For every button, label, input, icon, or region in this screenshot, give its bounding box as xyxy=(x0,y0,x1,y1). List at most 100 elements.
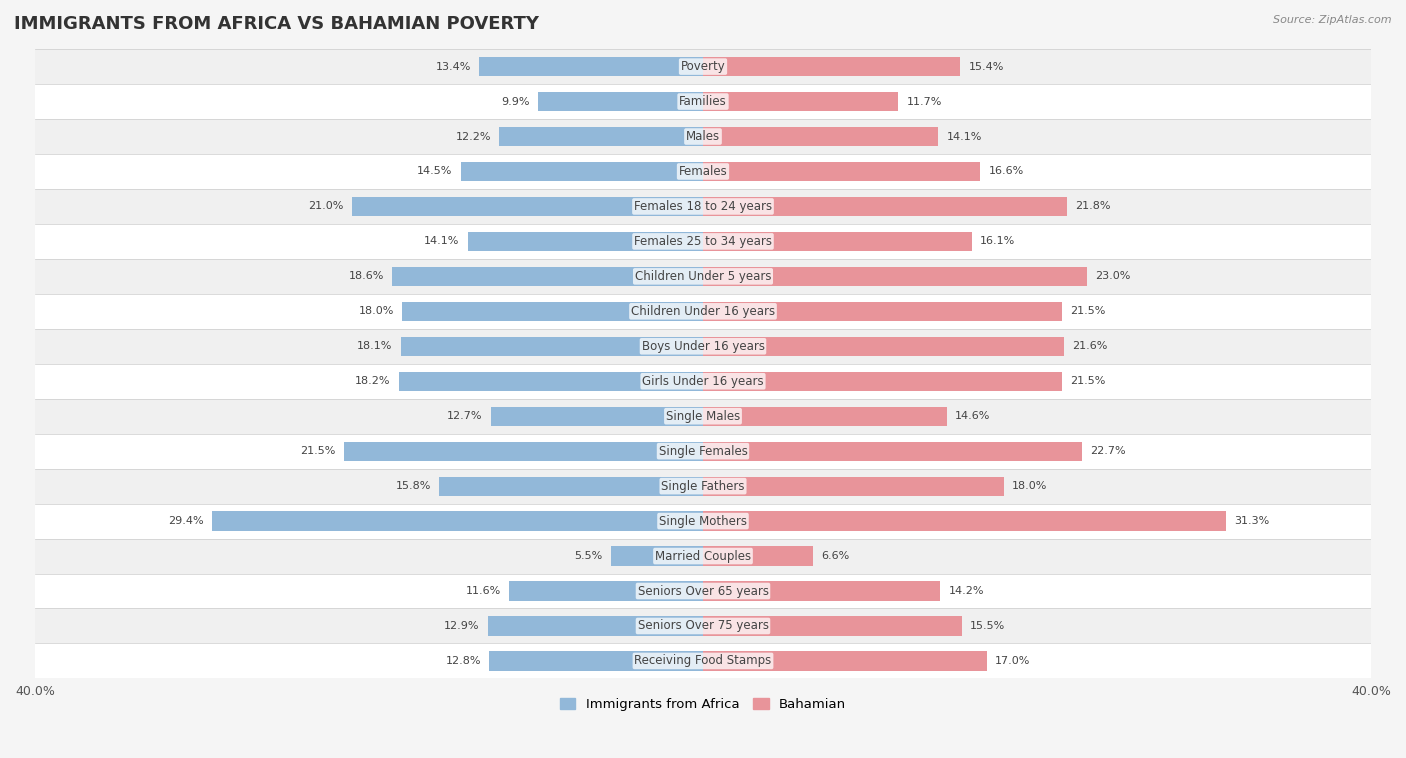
Text: 15.4%: 15.4% xyxy=(969,61,1004,71)
Text: 29.4%: 29.4% xyxy=(167,516,204,526)
Bar xyxy=(703,302,1062,321)
Bar xyxy=(491,406,703,426)
Text: 14.6%: 14.6% xyxy=(955,411,991,421)
Text: 23.0%: 23.0% xyxy=(1095,271,1130,281)
Bar xyxy=(401,337,703,356)
Bar xyxy=(612,547,703,565)
Text: 9.9%: 9.9% xyxy=(501,96,529,107)
Text: Females 18 to 24 years: Females 18 to 24 years xyxy=(634,200,772,213)
Bar xyxy=(703,547,813,565)
Bar xyxy=(703,651,987,671)
Bar xyxy=(509,581,703,600)
Text: Boys Under 16 years: Boys Under 16 years xyxy=(641,340,765,352)
Bar xyxy=(468,232,703,251)
Bar xyxy=(35,259,1371,294)
Text: Poverty: Poverty xyxy=(681,60,725,73)
Text: Seniors Over 75 years: Seniors Over 75 years xyxy=(637,619,769,632)
Text: 11.6%: 11.6% xyxy=(465,586,501,596)
Bar xyxy=(703,512,1226,531)
Text: Males: Males xyxy=(686,130,720,143)
Text: 15.8%: 15.8% xyxy=(395,481,430,491)
Text: 14.1%: 14.1% xyxy=(423,236,460,246)
Text: 18.0%: 18.0% xyxy=(1012,481,1047,491)
Bar xyxy=(35,434,1371,468)
Text: 21.5%: 21.5% xyxy=(1070,376,1105,387)
Bar xyxy=(353,197,703,216)
Bar xyxy=(35,294,1371,329)
Text: 22.7%: 22.7% xyxy=(1091,446,1126,456)
Bar xyxy=(35,468,1371,503)
Bar xyxy=(461,162,703,181)
Text: Single Mothers: Single Mothers xyxy=(659,515,747,528)
Bar xyxy=(35,224,1371,259)
Text: 15.5%: 15.5% xyxy=(970,621,1005,631)
Text: Single Males: Single Males xyxy=(666,410,740,423)
Bar xyxy=(35,119,1371,154)
Text: 12.8%: 12.8% xyxy=(446,656,481,666)
Text: 18.2%: 18.2% xyxy=(356,376,391,387)
Bar xyxy=(488,616,703,636)
Text: 17.0%: 17.0% xyxy=(995,656,1031,666)
Bar xyxy=(35,574,1371,609)
Bar xyxy=(499,127,703,146)
Bar xyxy=(703,127,938,146)
Bar xyxy=(703,442,1083,461)
Text: 18.6%: 18.6% xyxy=(349,271,384,281)
Text: Seniors Over 65 years: Seniors Over 65 years xyxy=(637,584,769,597)
Text: Children Under 16 years: Children Under 16 years xyxy=(631,305,775,318)
Text: Girls Under 16 years: Girls Under 16 years xyxy=(643,374,763,388)
Bar xyxy=(703,92,898,111)
Bar xyxy=(35,84,1371,119)
Text: 18.0%: 18.0% xyxy=(359,306,394,316)
Bar xyxy=(439,477,703,496)
Text: 14.1%: 14.1% xyxy=(946,132,983,142)
Bar xyxy=(703,57,960,77)
Text: 13.4%: 13.4% xyxy=(436,61,471,71)
Text: 6.6%: 6.6% xyxy=(821,551,849,561)
Bar xyxy=(489,651,703,671)
Text: 21.8%: 21.8% xyxy=(1076,202,1111,211)
Text: 21.0%: 21.0% xyxy=(308,202,344,211)
Text: 16.6%: 16.6% xyxy=(988,167,1024,177)
Bar xyxy=(35,189,1371,224)
Bar xyxy=(703,371,1062,391)
Text: Single Fathers: Single Fathers xyxy=(661,480,745,493)
Text: 31.3%: 31.3% xyxy=(1234,516,1270,526)
Text: 12.2%: 12.2% xyxy=(456,132,491,142)
Bar xyxy=(35,539,1371,574)
Bar xyxy=(392,267,703,286)
Bar xyxy=(35,49,1371,84)
Text: Source: ZipAtlas.com: Source: ZipAtlas.com xyxy=(1274,15,1392,25)
Text: Families: Families xyxy=(679,95,727,108)
Text: 21.5%: 21.5% xyxy=(301,446,336,456)
Bar xyxy=(703,477,1004,496)
Bar xyxy=(703,267,1087,286)
Bar xyxy=(399,371,703,391)
Text: 14.2%: 14.2% xyxy=(949,586,984,596)
Text: 16.1%: 16.1% xyxy=(980,236,1015,246)
Text: 11.7%: 11.7% xyxy=(907,96,942,107)
Text: 12.7%: 12.7% xyxy=(447,411,482,421)
Bar xyxy=(703,406,946,426)
Bar xyxy=(703,616,962,636)
Bar xyxy=(703,197,1067,216)
Bar xyxy=(35,503,1371,539)
Bar xyxy=(35,329,1371,364)
Text: IMMIGRANTS FROM AFRICA VS BAHAMIAN POVERTY: IMMIGRANTS FROM AFRICA VS BAHAMIAN POVER… xyxy=(14,15,538,33)
Text: Single Females: Single Females xyxy=(658,445,748,458)
Bar xyxy=(35,154,1371,189)
Bar xyxy=(35,399,1371,434)
Bar xyxy=(479,57,703,77)
Bar xyxy=(703,162,980,181)
Text: 12.9%: 12.9% xyxy=(444,621,479,631)
Bar xyxy=(703,337,1064,356)
Text: Females 25 to 34 years: Females 25 to 34 years xyxy=(634,235,772,248)
Bar xyxy=(35,644,1371,678)
Text: Females: Females xyxy=(679,165,727,178)
Text: 14.5%: 14.5% xyxy=(418,167,453,177)
Bar xyxy=(537,92,703,111)
Bar xyxy=(703,232,972,251)
Bar xyxy=(35,609,1371,644)
Bar xyxy=(402,302,703,321)
Text: Married Couples: Married Couples xyxy=(655,550,751,562)
